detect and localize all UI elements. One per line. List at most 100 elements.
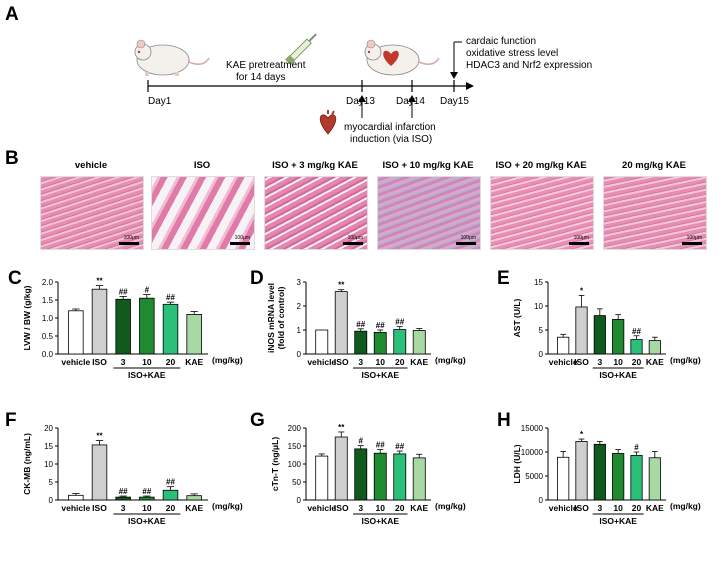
significance-mark: * bbox=[580, 430, 584, 439]
x-tick-label: 3 bbox=[358, 357, 363, 367]
y-tick-label: 0 bbox=[49, 496, 54, 505]
bar bbox=[575, 306, 588, 355]
x-tick-label: vehicle bbox=[307, 357, 336, 367]
histology-image: 100μm bbox=[151, 176, 255, 250]
bar bbox=[186, 495, 202, 501]
significance-mark: ## bbox=[376, 441, 385, 450]
x-tick-label: 20 bbox=[632, 357, 642, 367]
panel-letter-e: E bbox=[497, 268, 510, 289]
histology-label: 20 mg/kg KAE bbox=[622, 160, 686, 171]
y-tick-label: 2.0 bbox=[42, 278, 54, 287]
histology-image: 100μm bbox=[603, 176, 707, 250]
y-tick-label: 0 bbox=[297, 350, 302, 359]
x-tick-label: 10 bbox=[613, 503, 623, 513]
bar bbox=[115, 496, 131, 501]
x-tick-label: 20 bbox=[166, 357, 176, 367]
x-tick-label: KAE bbox=[185, 503, 203, 513]
bar bbox=[557, 456, 570, 501]
outcome-text-1: cardaic function bbox=[466, 36, 537, 47]
histology-image: 100μm bbox=[490, 176, 594, 250]
scale-bar bbox=[343, 242, 363, 245]
x-tick-label: KAE bbox=[185, 357, 203, 367]
y-tick-label: 15000 bbox=[521, 424, 544, 433]
y-tick-label: 3 bbox=[297, 278, 302, 287]
significance-mark: ** bbox=[338, 423, 345, 432]
x-tick-label: 10 bbox=[142, 357, 152, 367]
x-tick-label: 20 bbox=[166, 503, 176, 513]
bar bbox=[612, 453, 625, 501]
x-tick-label: KAE bbox=[410, 503, 428, 513]
outcome-text-2: oxidative stress level bbox=[466, 48, 559, 59]
histology-image: 100μm bbox=[40, 176, 144, 250]
y-tick-label: 200 bbox=[288, 424, 302, 433]
bar bbox=[612, 319, 625, 355]
bar bbox=[334, 291, 348, 355]
x-tick-label: 3 bbox=[597, 357, 602, 367]
y-tick-label: 5 bbox=[49, 478, 54, 487]
y-tick-label: 1.0 bbox=[42, 314, 54, 323]
panel-letter-d: D bbox=[250, 268, 264, 289]
bar bbox=[139, 297, 155, 355]
bar bbox=[412, 330, 426, 355]
significance-mark: # bbox=[634, 443, 639, 452]
y-tick-label: 15 bbox=[44, 442, 53, 451]
y-tick-label: 0 bbox=[297, 496, 302, 505]
x-tick-label: vehicle bbox=[549, 357, 578, 367]
day13-label: Day13 bbox=[346, 96, 375, 107]
group-label: ISO+KAE bbox=[128, 370, 166, 380]
heart-icon bbox=[319, 110, 337, 135]
significance-mark: ** bbox=[338, 281, 345, 290]
unit-label: (mg/kg) bbox=[670, 501, 701, 511]
y-axis-label: LDH (U/L) bbox=[512, 444, 522, 483]
bar bbox=[354, 448, 368, 501]
histology-label: ISO bbox=[193, 160, 211, 171]
y-tick-label: 1 bbox=[297, 326, 302, 335]
histology-label: ISO + 3 mg/kg KAE bbox=[272, 160, 358, 171]
day1-label: Day1 bbox=[148, 96, 172, 107]
x-tick-label: KAE bbox=[646, 503, 664, 513]
bar bbox=[162, 489, 179, 501]
x-tick-label: ISO bbox=[574, 357, 589, 367]
y-tick-label: 0 bbox=[539, 350, 544, 359]
scale-bar bbox=[119, 242, 139, 245]
rat-icon bbox=[134, 39, 210, 76]
scale-bar bbox=[230, 242, 250, 245]
x-tick-label: vehicle bbox=[549, 503, 578, 513]
histology-label: ISO + 20 mg/kg KAE bbox=[495, 160, 587, 171]
y-axis-label: iNOS mRNA level bbox=[266, 283, 276, 353]
y-axis-label: AST (U/L) bbox=[512, 298, 522, 337]
mi-text-2: induction (via ISO) bbox=[350, 134, 433, 145]
bar bbox=[334, 436, 348, 501]
significance-mark: ## bbox=[119, 487, 128, 496]
x-tick-label: ISO bbox=[574, 503, 589, 513]
scale-bar-label: 100μm bbox=[347, 235, 363, 241]
bar bbox=[393, 329, 407, 355]
syringe-icon bbox=[285, 33, 317, 66]
x-tick-label: 10 bbox=[376, 503, 386, 513]
day14-label: Day14 bbox=[396, 96, 425, 107]
histology-label: vehicle bbox=[74, 160, 108, 171]
y-axis-label-2: (fold of control) bbox=[276, 286, 286, 349]
significance-mark: ** bbox=[96, 432, 103, 441]
significance-mark: ** bbox=[96, 277, 103, 286]
group-label: ISO+KAE bbox=[599, 516, 637, 526]
x-tick-label: 20 bbox=[395, 503, 405, 513]
scale-bar-label: 100μm bbox=[123, 235, 139, 241]
mi-text-1: myocardial infarction bbox=[344, 122, 436, 133]
x-tick-label: vehicle bbox=[61, 503, 90, 513]
x-tick-label: 10 bbox=[376, 357, 386, 367]
group-label: ISO+KAE bbox=[599, 370, 637, 380]
pretreat-text-2: for 14 days bbox=[236, 72, 286, 83]
x-tick-label: ISO bbox=[92, 357, 107, 367]
unit-label: (mg/kg) bbox=[435, 501, 466, 511]
scale-bar-label: 100μm bbox=[234, 235, 250, 241]
x-tick-label: ISO bbox=[92, 503, 107, 513]
y-axis-label: cTn-T (ng/μL) bbox=[270, 437, 280, 491]
scale-bar-label: 100μm bbox=[460, 235, 476, 241]
bar bbox=[162, 303, 179, 355]
y-tick-label: 10 bbox=[44, 460, 53, 469]
significance-mark: ## bbox=[166, 478, 175, 487]
significance-mark: ## bbox=[376, 321, 385, 330]
bar bbox=[575, 441, 588, 501]
